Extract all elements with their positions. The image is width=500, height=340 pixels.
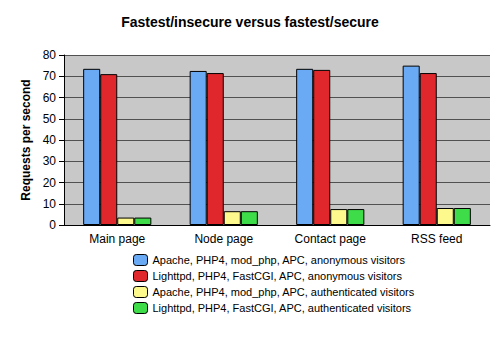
svg-text:30: 30 <box>43 154 57 168</box>
svg-text:Main page: Main page <box>89 232 145 246</box>
svg-text:Apache, PHP4, mod_php, APC, an: Apache, PHP4, mod_php, APC, anonymous vi… <box>153 254 406 266</box>
svg-text:0: 0 <box>49 218 56 232</box>
svg-text:Apache, PHP4, mod_php, APC, au: Apache, PHP4, mod_php, APC, authenticate… <box>153 286 415 298</box>
svg-text:Contact page: Contact page <box>295 232 367 246</box>
svg-text:Lighttpd, PHP4, FastCGI, APC,: Lighttpd, PHP4, FastCGI, APC, authentica… <box>153 302 412 314</box>
svg-text:80: 80 <box>43 48 57 62</box>
svg-text:10: 10 <box>43 197 57 211</box>
svg-text:60: 60 <box>43 91 57 105</box>
svg-text:Fastest/insecure versus fastes: Fastest/insecure versus fastest/secure <box>121 14 379 30</box>
svg-text:70: 70 <box>43 69 57 83</box>
svg-text:20: 20 <box>43 176 57 190</box>
svg-text:Node page: Node page <box>194 232 253 246</box>
svg-text:40: 40 <box>43 133 57 147</box>
svg-text:RSS feed: RSS feed <box>411 232 462 246</box>
svg-text:Lighttpd, PHP4, FastCGI, APC,: Lighttpd, PHP4, FastCGI, APC, anonymous … <box>153 270 403 282</box>
svg-text:Requests per second: Requests per second <box>19 79 33 200</box>
svg-text:50: 50 <box>43 112 57 126</box>
